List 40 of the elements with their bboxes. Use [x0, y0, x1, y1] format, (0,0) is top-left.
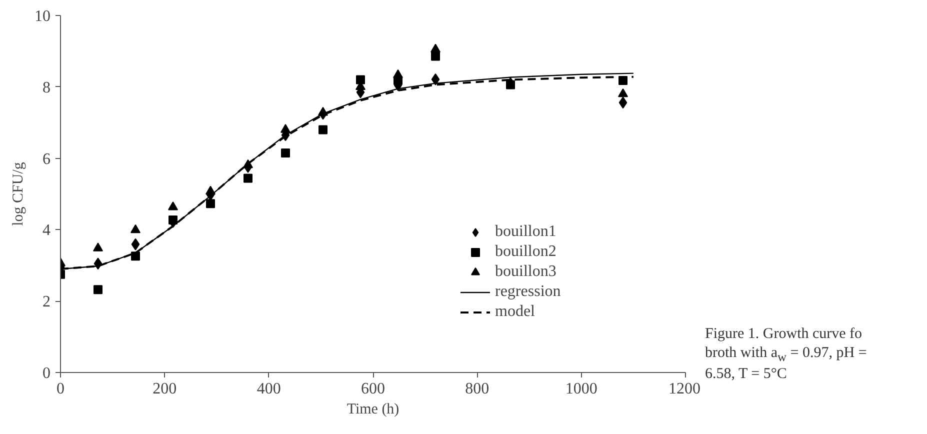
x-tick-label: 200	[152, 380, 177, 398]
legend-label: bouillon2	[495, 242, 556, 262]
x-axis-title: Time (h)	[346, 402, 400, 418]
legend-label: bouillon1	[495, 222, 556, 242]
point	[168, 216, 178, 225]
y-tick-label: 2	[42, 294, 50, 311]
point	[430, 44, 440, 53]
point	[431, 73, 440, 86]
point	[506, 80, 515, 90]
point	[130, 224, 140, 234]
point	[356, 75, 365, 84]
caption: Figure 1. Growth curve fo broth with a$_{w}$ = 0.97, pH = 6.58, T = 5°C	[705, 325, 868, 384]
x-tick-label: 1200	[668, 380, 700, 398]
point	[93, 242, 103, 252]
point	[280, 124, 290, 133]
point	[618, 88, 628, 98]
y-tick-label: 8	[42, 79, 50, 96]
y-tick-label: 0	[42, 365, 50, 382]
x-tick-label: 800	[465, 380, 490, 398]
legend-label: regression	[495, 282, 561, 302]
point	[318, 125, 328, 134]
y-tick-label: 10	[34, 8, 50, 25]
point	[206, 199, 215, 208]
point	[168, 202, 178, 210]
x-tick-label: 1000	[565, 380, 598, 398]
x-tick-label: 400	[256, 380, 281, 398]
point	[94, 285, 102, 294]
legend-label: bouillon3	[495, 262, 556, 282]
point	[281, 148, 290, 158]
y-tick-label: 4	[42, 222, 50, 240]
y-axis-title: log CFU/g	[10, 162, 26, 226]
point	[244, 174, 252, 183]
x-tick-label: 600	[361, 380, 385, 398]
y-tick-label: 6	[42, 150, 50, 168]
point	[618, 96, 628, 109]
point	[431, 52, 440, 61]
point	[131, 238, 140, 250]
legend-label: model	[495, 302, 535, 322]
point	[393, 69, 403, 78]
x-tick-label: 0	[56, 380, 64, 398]
